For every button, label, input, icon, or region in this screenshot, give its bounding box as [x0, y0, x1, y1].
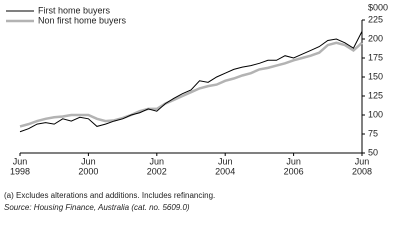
x-tick-label: 1998 [10, 166, 30, 176]
y-tick-label: 100 [368, 109, 383, 119]
y-tick-label: 150 [368, 71, 383, 81]
footnote: Source: Housing Finance, Australia (cat.… [4, 203, 190, 212]
y-tick-label: 175 [368, 52, 383, 62]
y-tick-label: 200 [368, 33, 383, 43]
x-tick-label: Jun [13, 156, 28, 166]
y-tick-label: 125 [368, 90, 383, 100]
x-tick-label: Jun [150, 156, 165, 166]
legend-label: First home buyers [38, 5, 111, 15]
x-tick-label: Jun [355, 156, 370, 166]
line [19, 41, 363, 128]
x-tick-label: Jun [286, 156, 301, 166]
y-unit: $000 [368, 2, 388, 12]
x-tick-label: 2008 [352, 166, 372, 176]
legend-label: Non first home buyers [38, 15, 127, 25]
page: {"chart_data":{"type":"line","y_unit":"$… [4, 2, 389, 213]
footnote: (a) Excludes alterations and additions. … [4, 191, 215, 200]
x-tick-label: 2000 [78, 166, 98, 176]
x-tick-label: Jun [218, 156, 233, 166]
y-tick-label: 225 [368, 14, 383, 24]
x-tick-label: 2004 [215, 166, 235, 176]
y-tick-label: 75 [368, 128, 378, 138]
x-tick-label: Jun [81, 156, 96, 166]
x-tick-label: 2002 [147, 166, 167, 176]
y-tick-label: 50 [368, 147, 378, 157]
line [19, 31, 363, 133]
x-tick-label: 2006 [284, 166, 304, 176]
chart: $000 (a) Excludes alterations and additi… [4, 2, 388, 212]
